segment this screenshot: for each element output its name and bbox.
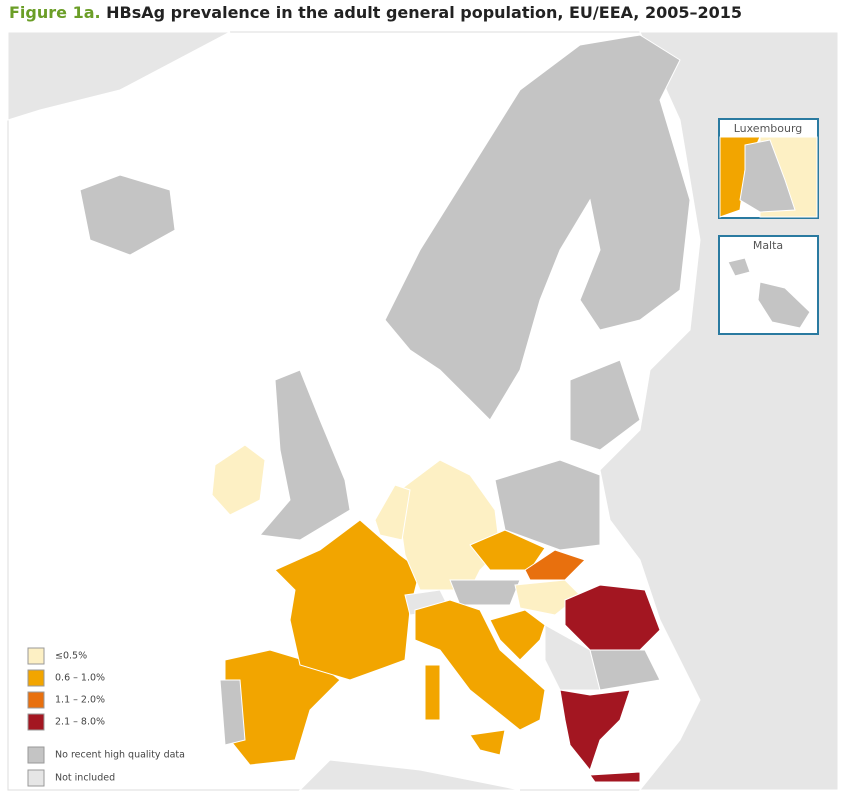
country (414, 599, 546, 731)
country (79, 174, 176, 256)
land (7, 31, 231, 121)
country (211, 444, 266, 516)
country (259, 369, 351, 541)
country (559, 689, 631, 772)
legend-label: No recent high quality data (55, 750, 185, 761)
country (469, 529, 546, 571)
country (589, 771, 641, 783)
country (494, 459, 601, 551)
legend-swatch (27, 647, 45, 665)
legend-swatch (27, 713, 45, 731)
title-text: HBsAg prevalence in the adult general po… (106, 3, 743, 22)
land (298, 759, 521, 791)
land (544, 624, 601, 691)
legend-label: 1.1 – 2.0% (55, 695, 105, 706)
country (219, 679, 246, 746)
legend-swatch (27, 691, 45, 709)
legend-swatch (27, 746, 45, 764)
legend-label: Not included (55, 773, 115, 784)
country (564, 584, 661, 651)
country (384, 34, 691, 421)
country (569, 359, 641, 451)
legend-label: ≤0.5% (55, 651, 87, 662)
title-prefix: Figure 1a. (9, 3, 101, 22)
legend-label: 2.1 – 8.0% (55, 717, 105, 728)
inset-land (727, 257, 751, 277)
legend-swatch (27, 769, 45, 787)
country (589, 649, 661, 691)
inset-label: Malta (753, 239, 783, 252)
country (469, 729, 506, 756)
inset-land (739, 139, 796, 213)
inset-label: Luxembourg (734, 122, 803, 135)
country (274, 519, 421, 681)
inset-land (757, 281, 811, 329)
country (449, 579, 521, 606)
legend-label: 0.6 – 1.0% (55, 673, 105, 684)
country (399, 459, 501, 591)
country (489, 609, 546, 661)
title: Figure 1a. HBsAg prevalence in the adult… (9, 3, 742, 22)
country (524, 549, 586, 581)
country (374, 484, 411, 541)
legend-swatch (27, 669, 45, 687)
country (424, 664, 441, 721)
land (599, 31, 839, 791)
legend: ≤0.5% 0.6 – 1.0% 1.1 – 2.0% 2.1 – 8.0% No re… (27, 647, 185, 787)
